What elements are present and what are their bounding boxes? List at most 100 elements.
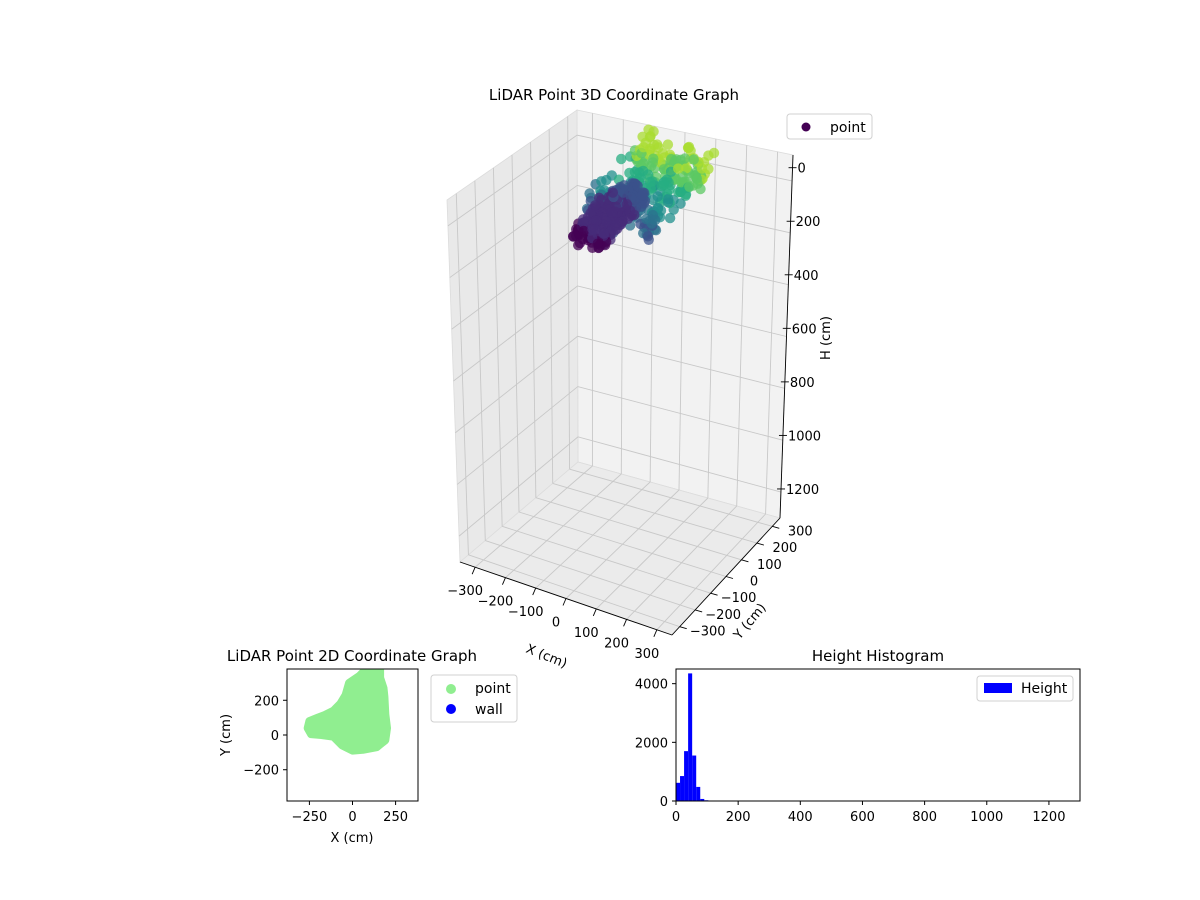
x-tick-3d xyxy=(471,567,476,575)
x-tick-label-3d: 300 xyxy=(634,647,659,662)
point-3d xyxy=(592,238,603,249)
histogram-bar xyxy=(696,786,701,801)
y-tick-label-histogram: 0 xyxy=(660,795,668,810)
grid-line xyxy=(447,134,793,227)
y-tick-label-3d: 300 xyxy=(788,524,813,539)
grid-line xyxy=(656,513,766,631)
grid-line xyxy=(707,138,717,499)
point-3d xyxy=(684,181,695,192)
x-tick-label-histogram: 600 xyxy=(850,810,875,825)
histogram-title: Height Histogram xyxy=(812,647,944,665)
grid-line xyxy=(458,436,782,537)
grid-line xyxy=(530,142,537,498)
point-cloud-2d xyxy=(303,669,391,755)
y-tick-3d xyxy=(741,559,749,563)
point-3d xyxy=(604,226,616,238)
ticks-histogram: 0 200 400 600 800 1000 1200 0 2000 4000 xyxy=(635,678,1066,825)
y-tick-3d xyxy=(772,525,780,529)
point-3d xyxy=(658,177,669,189)
point-3d xyxy=(601,216,612,227)
chart-3d: −300−200−1000100200300−300−200−100010020… xyxy=(446,86,873,672)
x-tick-label-3d: 200 xyxy=(604,636,629,651)
x-tick-label-histogram: 1200 xyxy=(1032,810,1065,825)
grid-line xyxy=(765,151,779,515)
z-tick-label-3d: 1200 xyxy=(786,483,819,498)
axes-3d: −300−200−1000100200300−300−200−100010020… xyxy=(447,154,821,662)
z-tick-label-3d: 200 xyxy=(796,215,821,230)
x-axis-label-3d: X (cm) xyxy=(524,642,569,672)
grid-line xyxy=(569,468,773,527)
point-3d xyxy=(652,191,663,202)
x-tick-label-3d: 100 xyxy=(574,626,599,641)
z-axis-line-3d xyxy=(779,154,794,519)
point-3d xyxy=(642,231,654,242)
y-tick-label-histogram: 2000 xyxy=(635,736,668,751)
grid-line xyxy=(548,129,554,484)
legend-histogram-swatch xyxy=(984,683,1012,693)
grid-line xyxy=(626,505,738,620)
y-tick-label-3d: −300 xyxy=(690,625,726,640)
x-tick-3d xyxy=(502,577,506,585)
point-3d xyxy=(624,167,635,179)
points-3d xyxy=(568,124,720,254)
x-tick-3d xyxy=(653,629,658,637)
grid-line xyxy=(552,482,757,544)
point-3d xyxy=(606,207,618,218)
histogram-bar xyxy=(684,751,689,801)
point-3d xyxy=(621,199,633,210)
point-3d xyxy=(629,209,640,221)
x-tick-label-histogram: 0 xyxy=(672,810,680,825)
z-tick-label-3d: 600 xyxy=(792,322,817,337)
histogram-bar xyxy=(680,776,685,801)
z-tick-label-3d: 800 xyxy=(790,376,815,391)
z-tick-label-3d: 400 xyxy=(794,269,819,284)
y-tick-label-3d: 100 xyxy=(757,558,782,573)
grid-line xyxy=(455,335,785,434)
y-axis-label-2d: Y (cm) xyxy=(219,714,234,757)
chart-2d: LiDAR Point 2D Coordinate Graph −250 0 250… xyxy=(219,647,518,846)
y-tick-label-3d: −100 xyxy=(721,591,757,606)
x-tick-label-2d: 0 xyxy=(348,810,356,825)
x-tick-3d xyxy=(623,619,627,627)
point-3d xyxy=(675,198,686,209)
y-tick-3d xyxy=(756,542,764,546)
legend-histogram-label: Height xyxy=(1021,681,1068,697)
y-tick-label-3d: 0 xyxy=(750,575,758,590)
x-tick-label-histogram: 400 xyxy=(788,810,813,825)
point-3d xyxy=(703,150,714,161)
z-tick-label-3d: 0 xyxy=(798,162,806,177)
legend-3d-marker xyxy=(801,122,811,132)
x-tick-label-3d: −300 xyxy=(447,584,483,599)
point-3d xyxy=(648,153,659,164)
point-3d xyxy=(695,183,706,195)
point-3d xyxy=(691,173,703,184)
point-3d xyxy=(677,171,688,182)
point-3d xyxy=(696,163,708,174)
legend-3d: point xyxy=(786,113,873,140)
grid-line xyxy=(736,145,748,507)
y-tick-3d xyxy=(679,626,687,630)
point-3d xyxy=(663,193,674,205)
point-3d xyxy=(679,153,690,164)
ticks-2d: −250 0 250 −200 0 200 xyxy=(243,694,408,825)
chart-2d-title: LiDAR Point 2D Coordinate Graph xyxy=(227,647,477,665)
legend-2d-wall-marker xyxy=(446,704,456,714)
chart-3d-title: LiDAR Point 3D Coordinate Graph xyxy=(489,86,739,104)
point-3d xyxy=(664,212,676,224)
x-tick-label-histogram: 200 xyxy=(726,810,751,825)
z-axis-label-3d: H (cm) xyxy=(819,316,834,360)
x-tick-label-3d: 0 xyxy=(552,616,560,631)
legend-2d-point-label: point xyxy=(475,681,511,697)
point-3d xyxy=(662,139,674,150)
y-tick-label-2d: 200 xyxy=(254,694,279,709)
points-2d xyxy=(303,669,391,755)
x-tick-label-2d: 250 xyxy=(383,810,408,825)
point-3d xyxy=(601,174,612,186)
point-3d xyxy=(688,154,699,165)
y-tick-3d xyxy=(695,609,703,613)
x-tick-3d xyxy=(562,598,567,606)
x-tick-label-3d: −200 xyxy=(478,595,514,610)
point-3d xyxy=(664,184,675,195)
grid-line xyxy=(449,184,791,278)
point-3d xyxy=(616,153,627,165)
